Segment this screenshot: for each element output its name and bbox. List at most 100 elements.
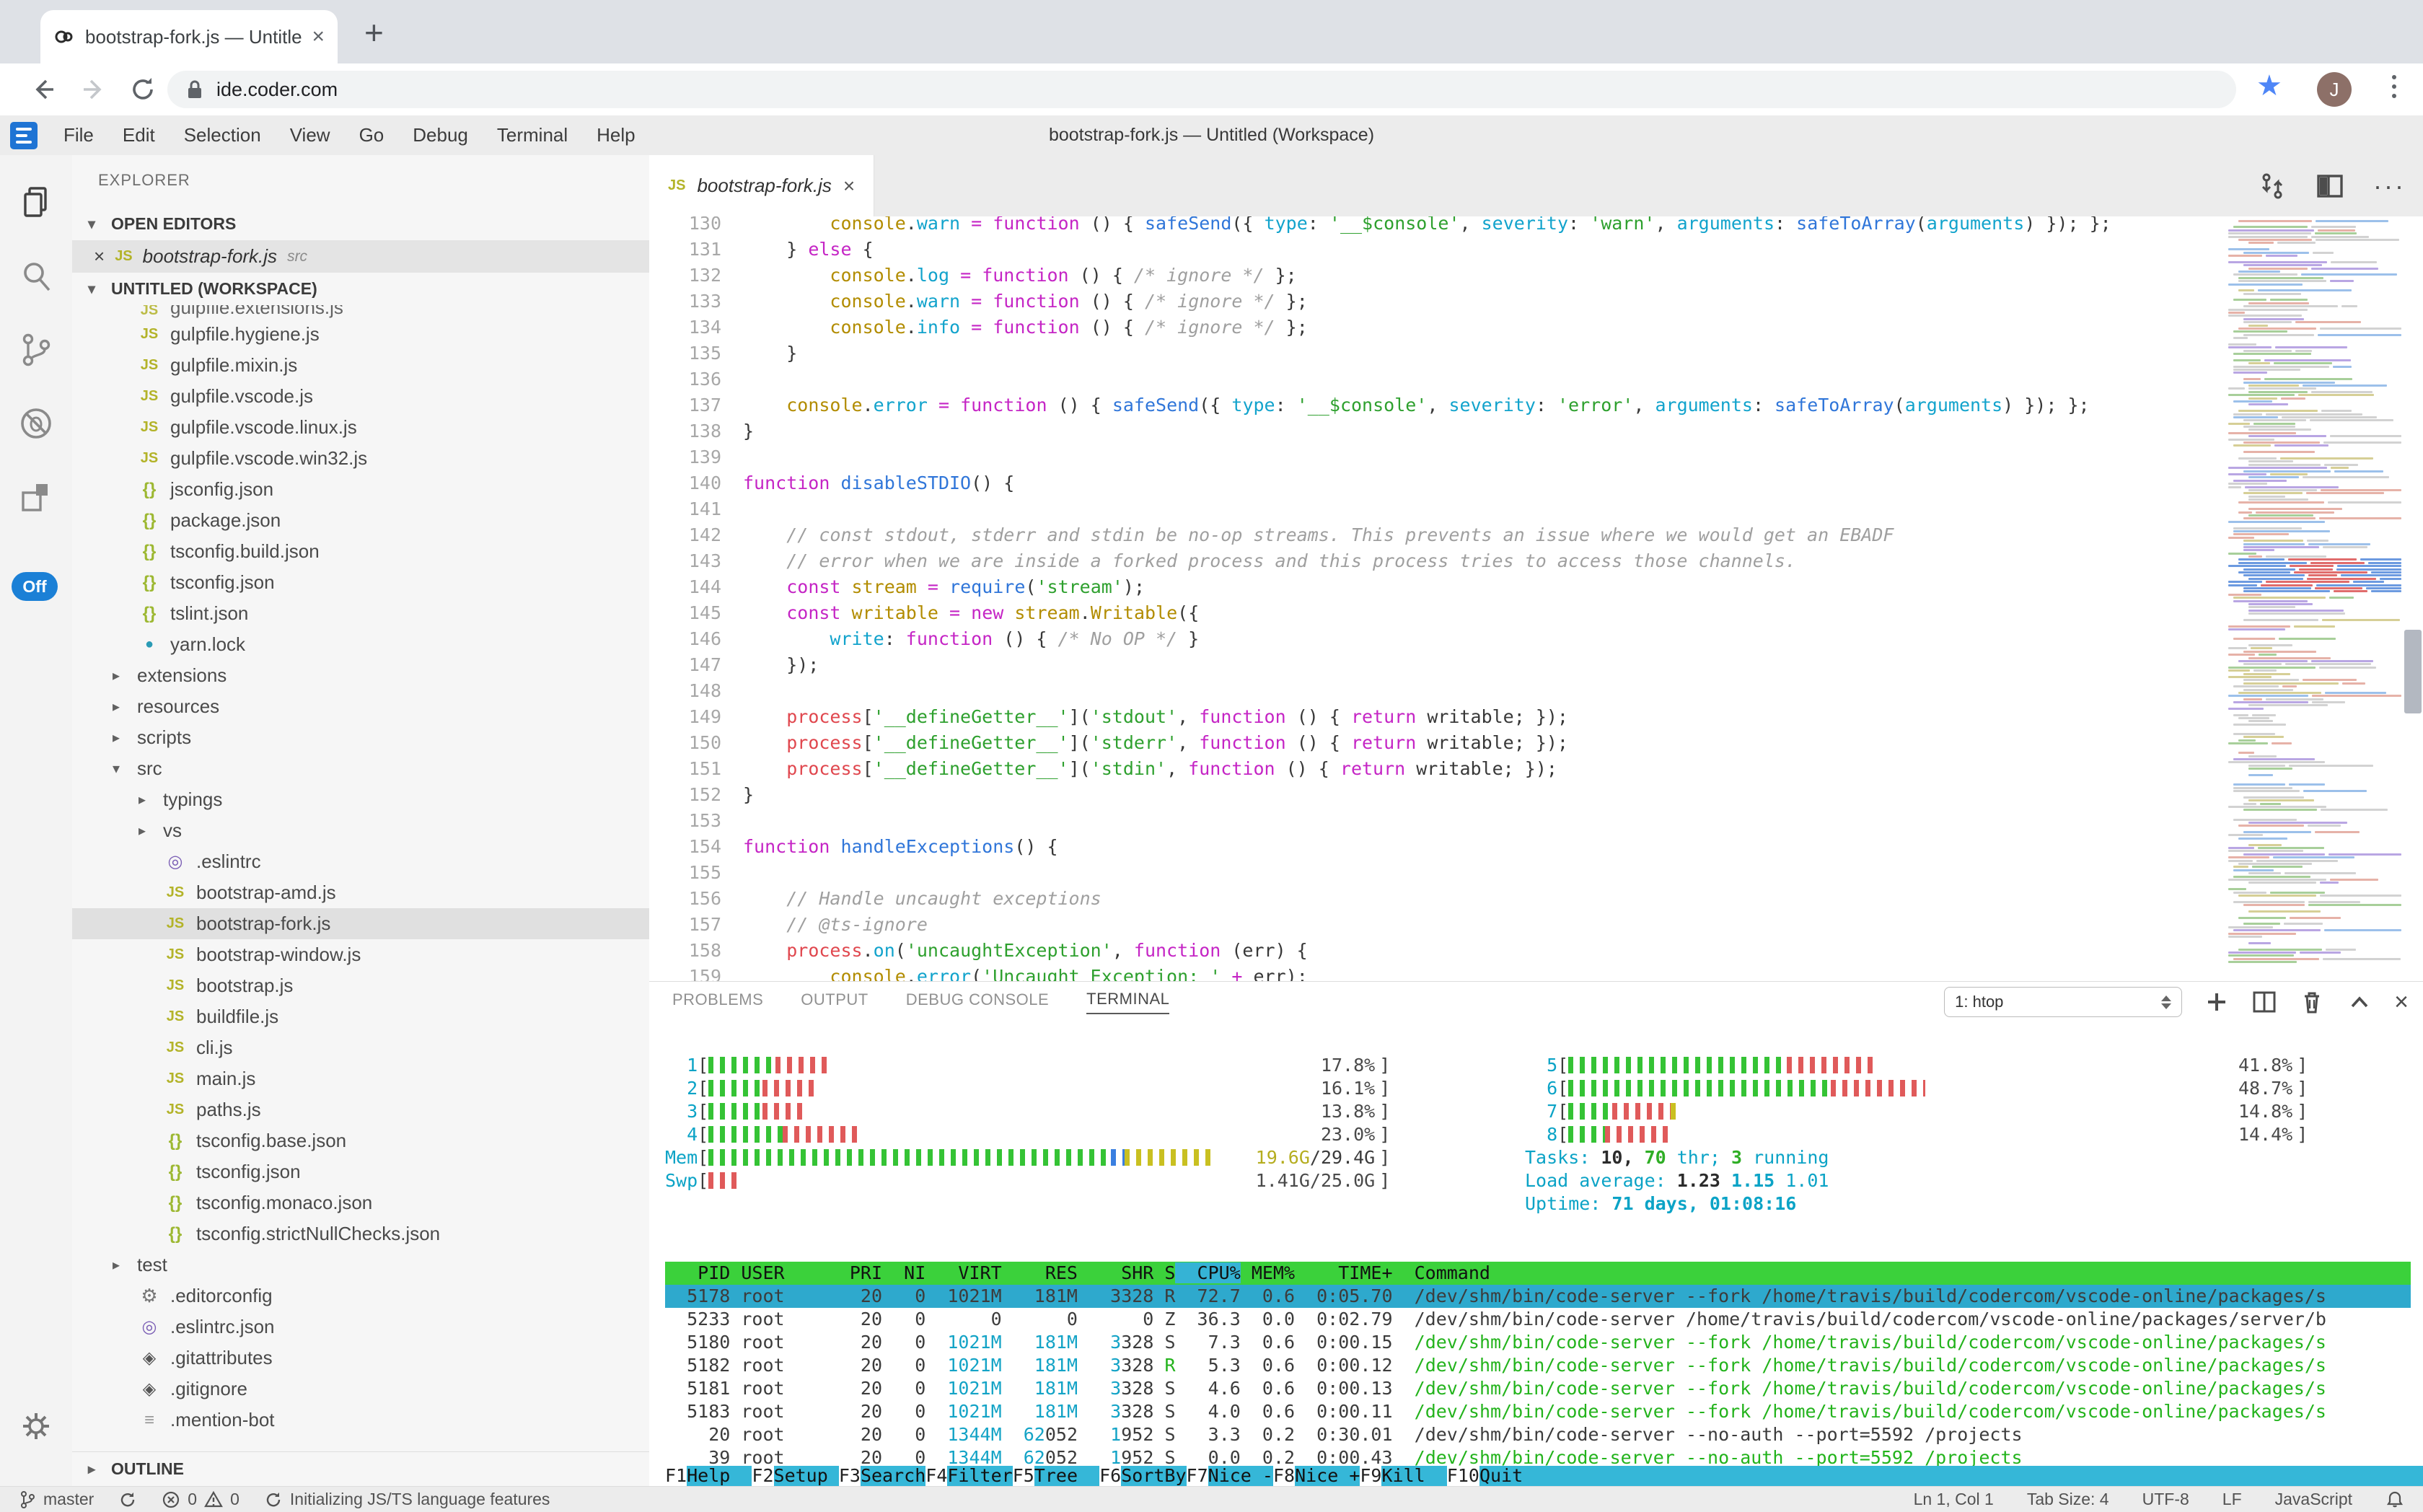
browser-menu-icon[interactable]: [2392, 75, 2396, 98]
tree-item-test[interactable]: ▸ test: [113, 1254, 167, 1275]
sync-item[interactable]: [118, 1490, 137, 1509]
workspace-header[interactable]: ▾ UNTITLED (WORKSPACE): [88, 279, 317, 298]
editor-scrollbar[interactable]: [2404, 630, 2422, 713]
status-lf[interactable]: LF: [2222, 1490, 2242, 1508]
tree-item-yarn.lock[interactable]: ● yarn.lock: [72, 629, 649, 660]
menu-terminal[interactable]: Terminal: [496, 124, 568, 146]
close-panel-icon[interactable]: ×: [2394, 988, 2409, 1016]
tree-item-gulpfile.vscode.js[interactable]: JS gulpfile.vscode.js: [72, 381, 649, 412]
menu-selection[interactable]: Selection: [183, 124, 261, 146]
tree-item-tsconfig.base.json[interactable]: {} tsconfig.base.json: [72, 1125, 649, 1156]
tree-item-gulpfile.hygiene.js[interactable]: JS gulpfile.hygiene.js: [72, 319, 649, 350]
tree-item-tsconfig.build.json[interactable]: {} tsconfig.build.json: [72, 536, 649, 567]
status-javascript[interactable]: JavaScript: [2274, 1490, 2352, 1508]
split-terminal-icon[interactable]: [2251, 989, 2277, 1015]
menu-file[interactable]: File: [63, 124, 94, 146]
bookmark-star-icon[interactable]: ★: [2256, 70, 2282, 102]
compare-changes-icon[interactable]: [2258, 172, 2287, 201]
menu-go[interactable]: Go: [359, 124, 384, 146]
tree-item-tsconfig.json[interactable]: {} tsconfig.json: [72, 567, 649, 598]
tree-item-gulpfile.mixin.js[interactable]: JS gulpfile.mixin.js: [72, 350, 649, 381]
maximize-panel-icon[interactable]: [2347, 989, 2373, 1015]
menu-view[interactable]: View: [289, 124, 330, 146]
panel-tab-problems[interactable]: PROBLEMS: [672, 990, 764, 1008]
status-utf-8[interactable]: UTF-8: [2142, 1490, 2189, 1508]
code-editor[interactable]: 130 console.warn = function () { safeSen…: [649, 216, 2423, 981]
menu-help[interactable]: Help: [597, 124, 636, 146]
open-editor-item[interactable]: × JS bootstrap-fork.js src: [72, 240, 649, 273]
tree-item-gulpfile.vscode.linux.js[interactable]: JS gulpfile.vscode.linux.js: [72, 412, 649, 443]
status-tab-size-4[interactable]: Tab Size: 4: [2026, 1490, 2109, 1508]
tree-item-main.js[interactable]: JS main.js: [72, 1063, 649, 1094]
back-icon[interactable]: [27, 74, 59, 105]
tree-item-paths.js[interactable]: JS paths.js: [72, 1094, 649, 1125]
tree-item-scripts[interactable]: ▸ scripts: [113, 726, 192, 748]
close-icon[interactable]: ×: [94, 245, 105, 267]
tree-item-tsconfig.json[interactable]: {} tsconfig.json: [72, 1156, 649, 1187]
tree-item-.eslintrc[interactable]: ◎ .eslintrc: [72, 846, 649, 877]
panel-tab-debug-console[interactable]: DEBUG CONSOLE: [905, 990, 1050, 1008]
panel-tab-terminal[interactable]: TERMINAL: [1086, 990, 1170, 1014]
reload-icon[interactable]: [127, 74, 159, 105]
browser-tab[interactable]: bootstrap-fork.js — Untitled (V ×: [40, 10, 338, 63]
status-ln-1-col-1[interactable]: Ln 1, Col 1: [1913, 1490, 1994, 1508]
tree-item-buildfile.js[interactable]: JS buildfile.js: [72, 1001, 649, 1032]
bell-icon[interactable]: [2385, 1490, 2404, 1509]
tree-item-.editorconfig[interactable]: ⚙ .editorconfig: [72, 1280, 649, 1311]
open-editors-header[interactable]: ▾ OPEN EDITORS: [88, 214, 237, 233]
browser-tab-strip: bootstrap-fork.js — Untitled (V × +: [0, 0, 2423, 63]
off-badge[interactable]: Off: [12, 572, 58, 601]
editor-tab[interactable]: JS bootstrap-fork.js ×: [649, 155, 875, 216]
url-bar[interactable]: ide.coder.com: [167, 71, 2236, 108]
problems-item[interactable]: 0 0: [162, 1490, 239, 1509]
tree-item-cli.js[interactable]: JS cli.js: [72, 1032, 649, 1063]
minimap[interactable]: [2225, 219, 2401, 977]
tree-item-bootstrap-window.js[interactable]: JS bootstrap-window.js: [72, 939, 649, 970]
debug-disabled-icon[interactable]: [17, 405, 55, 442]
explorer-icon[interactable]: [17, 184, 55, 221]
tree-item-tsconfig.strictNullChecks.json[interactable]: {} tsconfig.strictNullChecks.json: [72, 1218, 649, 1249]
tree-item-.mention-bot[interactable]: ≡ .mention-bot: [72, 1405, 649, 1436]
file-tree[interactable]: JS gulpfile.extensions.js JS gulpfile.hygi…: [72, 305, 649, 1450]
tree-item-.gitattributes[interactable]: ◈ .gitattributes: [72, 1342, 649, 1373]
tree-item-tsconfig.monaco.json[interactable]: {} tsconfig.monaco.json: [72, 1187, 649, 1218]
tree-item-typings[interactable]: ▸ typings: [138, 788, 223, 810]
more-actions-icon[interactable]: ···: [2373, 171, 2406, 201]
tree-item-.gitignore[interactable]: ◈ .gitignore: [72, 1373, 649, 1405]
tree-item-bootstrap.js[interactable]: JS bootstrap.js: [72, 970, 649, 1001]
tab-close-icon[interactable]: ×: [843, 174, 856, 197]
tree-item-bootstrap-amd.js[interactable]: JS bootstrap-amd.js: [72, 877, 649, 908]
kill-terminal-icon[interactable]: [2299, 989, 2325, 1015]
tree-item-tslint.json[interactable]: {} tslint.json: [72, 598, 649, 629]
tree-item-package.json[interactable]: {} package.json: [72, 505, 649, 536]
menu-edit[interactable]: Edit: [122, 124, 155, 146]
terminal-select[interactable]: 1: htop: [1944, 987, 2183, 1017]
terminal[interactable]: 1[17.8%] 5[41.8%] 2[16.1%] 6[48.7%] 3[13…: [665, 1054, 2423, 1469]
app-logo-icon[interactable]: [10, 121, 38, 149]
tree-item-src[interactable]: ▾ src: [113, 757, 162, 779]
tree-item-gulpfile.vscode.win32.js[interactable]: JS gulpfile.vscode.win32.js: [72, 443, 649, 474]
tree-item-gulpfile.extensions.js[interactable]: JS gulpfile.extensions.js: [72, 305, 649, 319]
new-tab-button[interactable]: +: [364, 14, 384, 51]
menu-debug[interactable]: Debug: [413, 124, 468, 146]
settings-gear-icon[interactable]: [17, 1407, 55, 1445]
panel-tab-output[interactable]: OUTPUT: [801, 990, 869, 1008]
tree-item-bootstrap-fork.js[interactable]: JS bootstrap-fork.js: [72, 908, 649, 939]
source-control-icon[interactable]: [17, 331, 55, 369]
tree-item-vs[interactable]: ▸ vs: [138, 819, 182, 841]
forward-icon[interactable]: [78, 74, 110, 105]
tree-item-extensions[interactable]: ▸ extensions: [113, 664, 227, 686]
tab-close-icon[interactable]: ×: [312, 25, 325, 48]
search-icon[interactable]: [17, 258, 55, 295]
tree-item-.eslintrc.json[interactable]: ◎ .eslintrc.json: [72, 1311, 649, 1342]
tree-item-resources[interactable]: ▸ resources: [113, 695, 220, 717]
new-terminal-icon[interactable]: [2204, 989, 2230, 1015]
language-status-item[interactable]: Initializing JS/TS language features: [264, 1490, 550, 1509]
code-line-145: 145 const writable = new stream.Writable…: [688, 602, 1200, 623]
outline-section[interactable]: ▸ OUTLINE: [72, 1451, 649, 1486]
extensions-icon[interactable]: [17, 478, 55, 516]
avatar[interactable]: J: [2317, 72, 2352, 107]
branch-item[interactable]: master: [19, 1490, 94, 1509]
split-editor-icon[interactable]: [2316, 172, 2344, 201]
tree-item-jsconfig.json[interactable]: {} jsconfig.json: [72, 474, 649, 505]
